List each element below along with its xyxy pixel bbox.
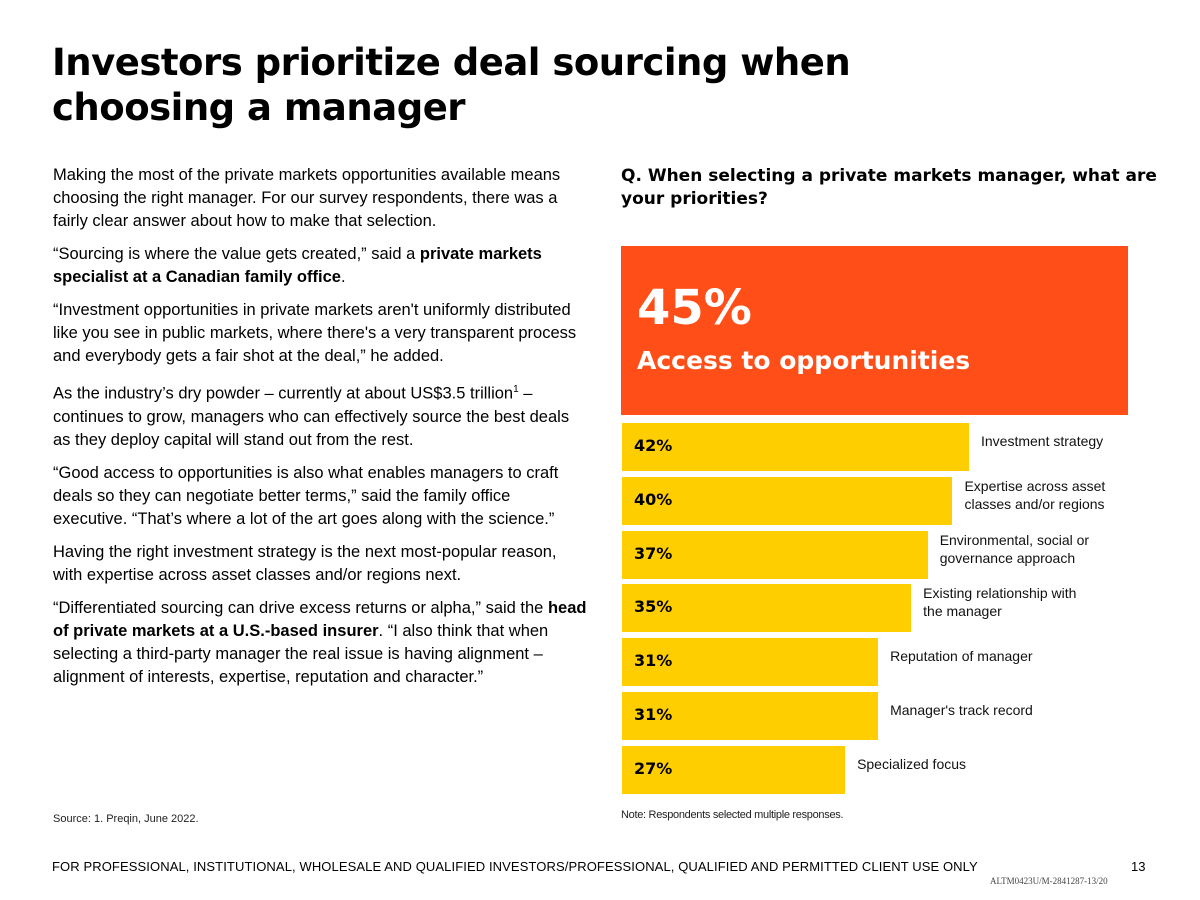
disclaimer-footer: FOR PROFESSIONAL, INSTITUTIONAL, WHOLESA… [52, 859, 978, 874]
bar-category-label: Reputation of manager [890, 648, 1033, 665]
bar: 40% [622, 476, 953, 525]
page-number: 13 [1131, 859, 1146, 874]
bar-category-label: Existing relationship with the manager [923, 585, 1077, 620]
page-title: Investors prioritize deal sourcing when … [52, 41, 851, 129]
source-note: Source: 1. Preqin, June 2022. [53, 813, 199, 825]
bold-text: private markets specialist at a Canadian… [53, 245, 542, 286]
bar-category-label: Investment strategy [981, 433, 1104, 449]
bar: 35% [622, 584, 912, 633]
paragraph: “Sourcing is where the value gets create… [53, 243, 588, 289]
text: As the industry’s dry powder – currently… [53, 384, 514, 403]
bar: 42% [622, 423, 969, 471]
paragraph: “Good access to opportunities is also wh… [53, 463, 559, 528]
highlight-value: 45% [637, 280, 752, 336]
bar-value-label: 35% [634, 597, 673, 617]
paragraph: Having the right investment strategy is … [53, 542, 557, 584]
bar-value-label: 37% [634, 543, 673, 563]
paragraph: Making the most of the private markets o… [53, 166, 561, 230]
bar: 31% [622, 692, 879, 740]
bar: 27% [622, 745, 846, 794]
paragraph: “Differentiated sourcing can drive exces… [53, 597, 588, 689]
bar-category-label: Expertise across asset classes and/or re… [964, 477, 1106, 512]
text: – continues to grow, managers who can ef… [53, 384, 570, 449]
bar-category-label: Manager's track record [890, 702, 1033, 718]
bold-text: head of private markets at a U.S.-based … [53, 598, 587, 640]
body-text: Making the most of the private markets o… [53, 164, 588, 699]
highlight-label: Access to opportunities [637, 346, 971, 375]
bar-value-label: 27% [634, 758, 673, 778]
document-code: ALTM0423U/M-2841287-13/20 [990, 876, 1108, 886]
text: . [340, 268, 346, 286]
bar-value-label: 40% [634, 489, 673, 509]
bar-value-label: 31% [634, 705, 673, 724]
paragraph: “Investment opportunities in private mar… [53, 301, 577, 365]
bar: 31% [622, 638, 879, 687]
bar-value-label: 31% [634, 651, 673, 671]
paragraph: As the industry’s dry powder – currently… [53, 378, 588, 452]
chart-note: Note: Respondents selected multiple resp… [621, 809, 844, 821]
footnote-ref: 1 [513, 384, 519, 395]
text: . “I also think that when selecting a th… [53, 621, 549, 686]
bar-value-label: 42% [634, 436, 673, 455]
chart-question: Q. When selecting a private markets mana… [621, 166, 1157, 209]
bar-category-label: Specialized focus [857, 755, 967, 772]
bar-category-label: Environmental, social or governance appr… [939, 531, 1090, 566]
highlight-bar: 45% Access to opportunities [621, 246, 1128, 415]
bar: 37% [622, 530, 928, 579]
text: “Sourcing is where the value gets create… [53, 245, 420, 263]
text: “Differentiated sourcing can drive exces… [53, 598, 548, 617]
